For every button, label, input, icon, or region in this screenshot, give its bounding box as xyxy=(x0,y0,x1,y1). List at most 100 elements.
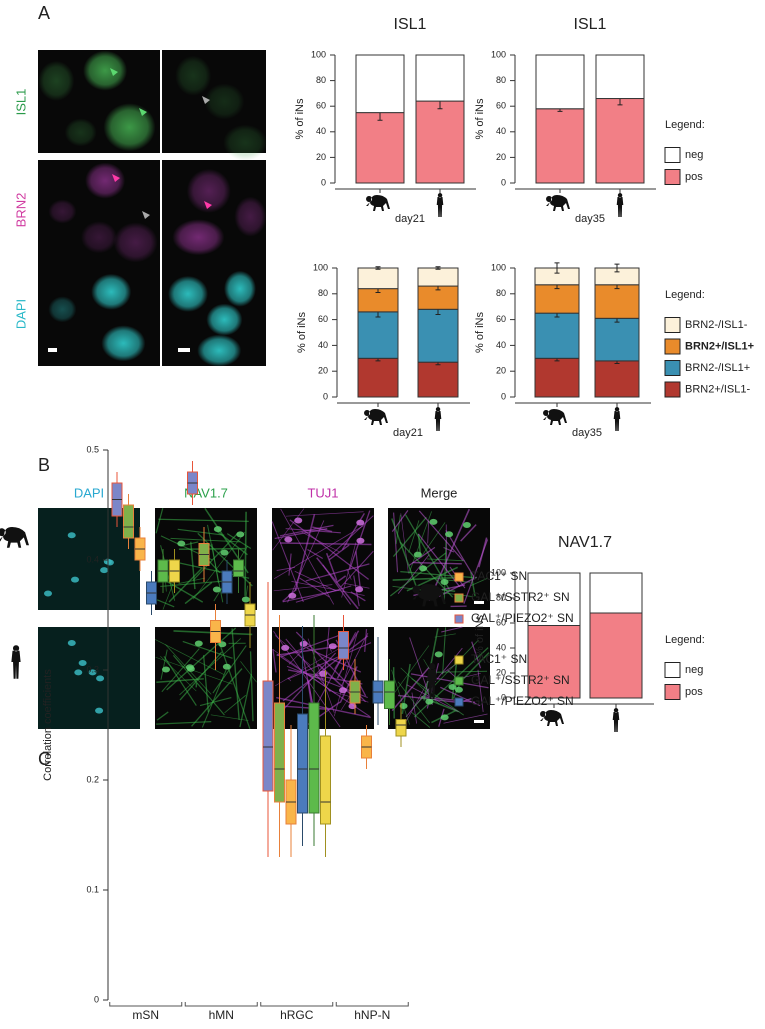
legend-label: GAL⁺/SSTR2⁺ SN xyxy=(471,673,570,687)
nucleus xyxy=(48,296,77,323)
soma xyxy=(78,660,87,667)
y-axis-label: % of iNs xyxy=(474,312,486,353)
neurite xyxy=(389,552,447,597)
nucleus xyxy=(38,60,75,101)
panel-letter: B xyxy=(38,455,50,475)
neurite xyxy=(417,533,422,555)
legend-label: neg xyxy=(685,664,703,676)
y-tick-label: 40 xyxy=(496,642,506,652)
soma xyxy=(67,532,76,539)
soma xyxy=(454,686,463,693)
neurite xyxy=(418,510,464,561)
legend-title: Legend: xyxy=(665,119,705,131)
y-axis-label: Correlation coefficients xyxy=(42,669,54,781)
error-bar xyxy=(435,266,441,270)
image-label: ISL1 xyxy=(13,89,28,116)
bar-segment xyxy=(594,360,640,398)
neurite xyxy=(410,673,489,689)
legend-swatch xyxy=(454,697,464,707)
neurite xyxy=(212,645,247,694)
neurite xyxy=(428,508,470,601)
chart-title: ISL1 xyxy=(394,16,427,33)
box xyxy=(308,702,320,814)
box xyxy=(123,504,134,539)
neurite xyxy=(197,532,253,587)
soma xyxy=(162,666,171,673)
bar-segment xyxy=(534,284,580,314)
neurite xyxy=(344,582,370,589)
soma xyxy=(294,517,303,524)
arrowhead xyxy=(110,68,118,76)
x-tick-label: hNP-N xyxy=(354,1008,390,1022)
box xyxy=(395,719,407,737)
neurite xyxy=(156,720,212,725)
neurite xyxy=(289,519,369,580)
soma xyxy=(348,703,357,710)
legend-swatch xyxy=(664,338,681,355)
legend-label: pos xyxy=(685,686,703,698)
neurite xyxy=(168,567,203,603)
neurite xyxy=(323,627,330,678)
neurite xyxy=(156,678,204,683)
neurite xyxy=(280,508,335,605)
y-tick-label: 80 xyxy=(496,592,506,602)
x-axis-label: day35 xyxy=(572,427,602,439)
legend-swatch xyxy=(664,360,681,376)
neurite xyxy=(276,566,296,571)
nucleus xyxy=(103,103,156,152)
x-axis-label: day21 xyxy=(393,427,423,439)
neurite xyxy=(274,528,328,540)
neurite xyxy=(282,589,340,603)
neurite xyxy=(441,626,463,633)
soma xyxy=(299,640,308,647)
bar-segment xyxy=(594,317,640,362)
nucleus xyxy=(113,222,158,263)
box xyxy=(338,631,349,660)
chimp-icon xyxy=(366,195,390,211)
neurite xyxy=(328,544,350,561)
arrowhead xyxy=(202,96,210,104)
bar-segment xyxy=(417,361,459,398)
neurite xyxy=(391,669,410,725)
soma xyxy=(445,531,454,538)
nucleus xyxy=(48,199,77,224)
legend-swatch xyxy=(664,684,681,700)
legend-label: BRN2-/ISL1+ xyxy=(685,362,750,374)
soma xyxy=(213,526,222,533)
legend-label: neg xyxy=(685,149,703,161)
y-tick-label: 40 xyxy=(496,126,506,136)
y-tick-label: 80 xyxy=(496,288,506,298)
neurite xyxy=(438,576,478,598)
bar-segment xyxy=(594,284,640,319)
neurite xyxy=(273,525,364,580)
human-icon xyxy=(612,708,620,732)
neurite xyxy=(397,554,430,594)
y-tick-label: 40 xyxy=(316,126,326,136)
human-icon xyxy=(11,645,21,679)
y-tick-label: 20 xyxy=(316,152,326,162)
x-tick-label: hMN xyxy=(209,1008,234,1022)
arrowhead xyxy=(112,174,120,182)
y-tick-label: 100 xyxy=(491,567,506,577)
y-axis-label: % of iNs xyxy=(296,312,308,353)
neurite xyxy=(470,571,476,597)
neurite xyxy=(184,581,213,605)
neurite xyxy=(273,584,333,592)
soma xyxy=(413,551,422,558)
image-label: DAPI xyxy=(74,485,104,500)
y-tick-label: 60 xyxy=(496,101,506,111)
chimp-icon xyxy=(543,409,567,425)
micrographs xyxy=(38,50,490,730)
category-bracket xyxy=(335,1002,409,1007)
nucleus xyxy=(91,273,132,310)
legend-swatch xyxy=(454,593,464,603)
nucleus xyxy=(85,162,126,199)
bar-segment xyxy=(357,267,399,290)
legend-swatch xyxy=(664,662,681,678)
scale-bar xyxy=(48,348,57,352)
nucleus xyxy=(168,275,208,312)
y-tick-label: 40 xyxy=(496,340,506,350)
neurite xyxy=(325,552,338,581)
soma xyxy=(399,702,408,709)
nucleus xyxy=(204,83,245,120)
